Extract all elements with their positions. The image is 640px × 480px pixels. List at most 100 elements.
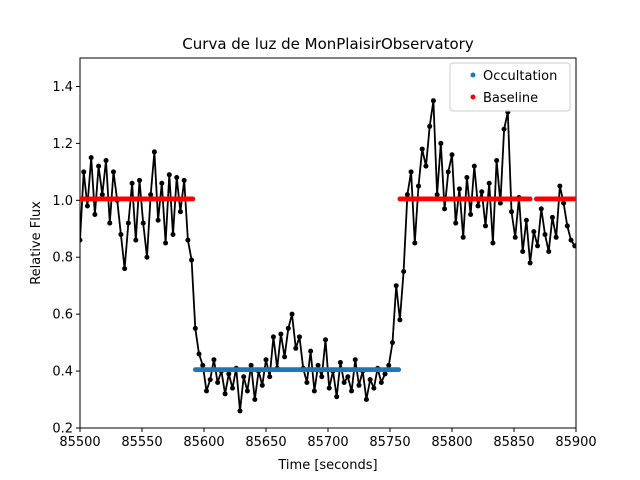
legend-marker-occultation (470, 72, 476, 78)
flux-point (557, 183, 563, 189)
flux-point (427, 123, 433, 129)
flux-point (572, 243, 576, 249)
flux-point (144, 254, 150, 260)
flux-point (148, 192, 154, 198)
flux-point (226, 371, 232, 377)
flux-point (174, 175, 180, 181)
flux-point (80, 237, 83, 243)
flux-point (99, 192, 105, 198)
x-tick-label: 85900 (555, 435, 596, 450)
flux-point (549, 214, 555, 220)
y-tick-label: 1.4 (52, 80, 73, 95)
flux-point (289, 311, 295, 317)
baseline-point (190, 196, 196, 202)
flux-point (397, 317, 403, 323)
flux-point (170, 231, 176, 237)
flux-point (520, 249, 526, 255)
y-tick-label: 1.0 (52, 194, 73, 209)
flux-point (189, 257, 195, 263)
y-tick-label: 0.2 (52, 422, 73, 437)
flux-point (482, 223, 488, 229)
flux-point (159, 180, 165, 186)
legend-box (449, 62, 571, 112)
x-tick-label: 85800 (431, 435, 472, 450)
flux-point (125, 220, 131, 226)
flux-point (110, 169, 116, 175)
flux-point (248, 362, 254, 368)
y-tick-label: 0.6 (52, 308, 73, 323)
flux-point (166, 172, 172, 178)
flux-point (230, 385, 236, 391)
flux-point (408, 169, 414, 175)
flux-point (241, 374, 247, 380)
flux-point (501, 126, 507, 132)
x-tick-label: 85750 (369, 435, 410, 450)
y-tick-label: 1.2 (52, 137, 73, 152)
flux-point (244, 388, 250, 394)
flux-point (486, 180, 492, 186)
x-tick-label: 85700 (307, 435, 348, 450)
flux-point (278, 331, 284, 337)
flux-point (494, 157, 500, 163)
flux-point (468, 212, 474, 218)
baseline-point (573, 196, 576, 202)
flux-point (222, 391, 228, 397)
legend-label-baseline: Baseline (483, 91, 538, 106)
flux-point (293, 345, 299, 351)
flux-point (464, 175, 470, 181)
legend: Occultation Baseline (449, 62, 571, 112)
flux-point (129, 180, 135, 186)
legend-marker-baseline (470, 94, 476, 100)
flux-point (345, 374, 351, 380)
flux-point (155, 217, 161, 223)
flux-point (341, 379, 347, 385)
chart-title: Curva de luz de MonPlaisirObservatory (182, 35, 474, 53)
flux-point (393, 283, 399, 289)
flux-point (423, 163, 429, 169)
flux-point (378, 379, 384, 385)
legend-label-occultation: Occultation (483, 69, 557, 84)
x-tick-label: 85850 (493, 435, 534, 450)
flux-point (103, 157, 109, 163)
flux-point (523, 217, 529, 223)
flux-point (200, 362, 206, 368)
flux-point (497, 200, 503, 206)
flux-point (401, 268, 407, 274)
x-tick-label: 85600 (183, 435, 224, 450)
flux-point (308, 348, 314, 354)
flux-point (196, 351, 202, 357)
flux-point (561, 200, 567, 206)
flux-point (363, 397, 369, 403)
flux-point (296, 334, 302, 340)
flux-point (207, 377, 213, 383)
flux-point (404, 192, 410, 198)
flux-point (215, 379, 221, 385)
flux-point (542, 231, 548, 237)
flux-point (538, 206, 544, 212)
flux-point (419, 146, 425, 152)
flux-point (151, 149, 157, 155)
flux-point (203, 388, 209, 394)
flux-point (349, 388, 355, 394)
x-tick-label: 85500 (59, 435, 100, 450)
flux-point (430, 98, 436, 104)
flux-point (512, 234, 518, 240)
flux-point (445, 169, 451, 175)
flux-point (460, 234, 466, 240)
flux-point (553, 234, 559, 240)
flux-point (382, 371, 388, 377)
flux-point (92, 212, 98, 218)
occultation-point (396, 367, 402, 373)
flux-point (270, 334, 276, 340)
flux-point (509, 209, 515, 215)
flux-point (475, 203, 481, 209)
flux-point (177, 209, 183, 215)
flux-point (282, 354, 288, 360)
flux-point (471, 163, 477, 169)
flux-point (386, 362, 392, 368)
flux-point (367, 377, 373, 383)
flux-point (163, 240, 169, 246)
flux-point (237, 408, 243, 414)
x-tick-label: 85650 (245, 435, 286, 450)
flux-point (259, 382, 265, 388)
